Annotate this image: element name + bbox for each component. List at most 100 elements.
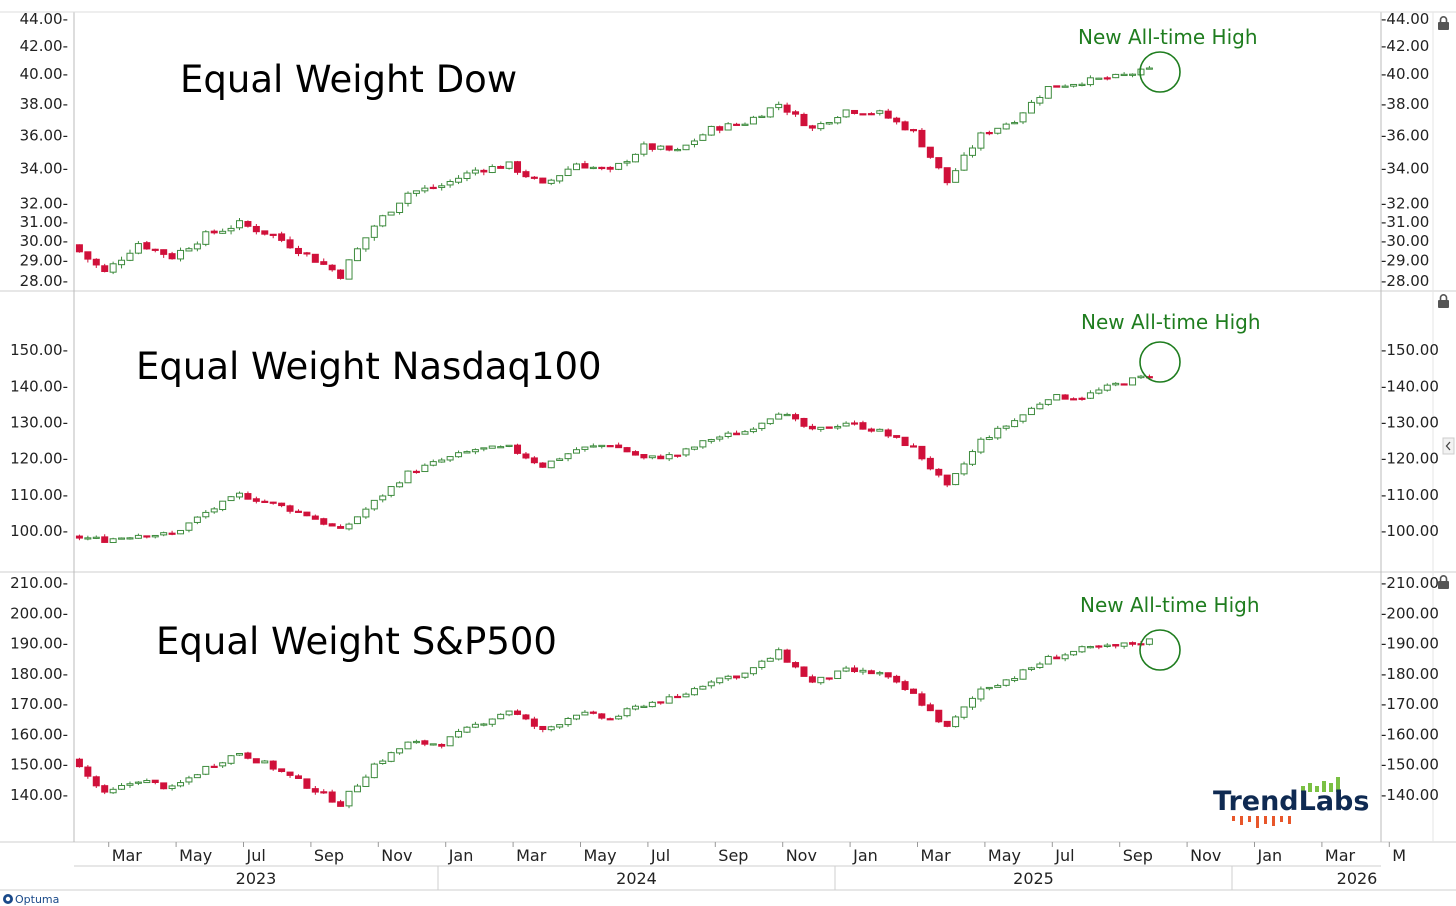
candle [657, 145, 665, 151]
y-tick-label-left: 30.00- [20, 232, 68, 250]
y-tick-label-left: 34.00- [20, 159, 68, 177]
candle [918, 445, 926, 461]
candle [775, 101, 783, 111]
y-tick-label-left: 31.00- [20, 213, 68, 231]
candle [968, 449, 976, 467]
candle [842, 421, 850, 427]
candle [968, 696, 976, 710]
candle [362, 237, 370, 252]
candle [716, 125, 724, 134]
y-tick-label-left: 180.00- [10, 665, 68, 683]
candle [876, 109, 884, 116]
candle [884, 672, 892, 679]
candle [168, 784, 176, 791]
candle [1129, 73, 1137, 78]
candle [396, 481, 404, 488]
x-tick-label: Mar [112, 846, 143, 865]
candle [1011, 418, 1019, 428]
y-tick-label-left: 170.00- [10, 695, 68, 713]
candle [573, 714, 580, 721]
candle [884, 428, 892, 439]
candle [564, 453, 572, 462]
candle [690, 446, 698, 451]
candle [126, 781, 134, 788]
candle [337, 799, 345, 807]
x-tick-label: Sep [314, 846, 344, 865]
lock-icon[interactable] [1438, 575, 1449, 589]
candle [514, 443, 522, 455]
candle [320, 517, 328, 526]
candles-dow [75, 65, 1153, 280]
candle [943, 474, 951, 488]
candle [438, 743, 446, 749]
candle [808, 423, 816, 431]
candle [75, 244, 83, 253]
candle [648, 143, 656, 152]
candle [1145, 638, 1153, 646]
candle [362, 507, 370, 519]
candle [387, 486, 395, 498]
candle [1086, 75, 1094, 87]
candle [177, 529, 185, 535]
candle [118, 256, 126, 269]
candle [1086, 390, 1094, 399]
candle [657, 454, 665, 460]
candle [219, 228, 227, 234]
candle [1061, 394, 1069, 400]
candle [160, 782, 168, 790]
y-tick-label-left: 120.00- [10, 450, 68, 468]
candle [109, 261, 117, 275]
lock-icon[interactable] [1438, 16, 1449, 30]
candle [1002, 425, 1010, 431]
y-tick-label-left: 140.00- [10, 377, 68, 395]
candle [92, 258, 100, 268]
candle [724, 674, 732, 681]
candle [893, 674, 901, 684]
candle [926, 702, 934, 712]
x-tick-label: May [584, 846, 617, 865]
y-tick-label-right: -42.00 [1381, 37, 1429, 55]
candle [707, 125, 715, 136]
candle [134, 533, 142, 539]
candle [446, 456, 454, 463]
candle [337, 269, 345, 280]
candle [977, 437, 985, 455]
candle [151, 779, 159, 785]
candle [589, 166, 597, 170]
candle [1095, 645, 1103, 650]
candle [749, 667, 757, 676]
candle [792, 661, 800, 669]
candle [977, 131, 985, 151]
candle [455, 450, 463, 458]
candle [193, 241, 201, 252]
y-tick-label-right: -29.00 [1381, 252, 1429, 270]
candle [328, 523, 336, 527]
candle [783, 102, 791, 116]
candle [564, 716, 572, 727]
candle [690, 138, 698, 148]
candle [505, 161, 513, 170]
candle [758, 422, 766, 431]
candle [505, 710, 513, 717]
candle [530, 456, 538, 465]
candle [901, 679, 909, 691]
candle [800, 112, 808, 127]
candle [867, 112, 875, 116]
candle [640, 454, 648, 460]
candle [1129, 377, 1137, 386]
collapse-arrow-icon[interactable] [1442, 437, 1455, 455]
candle [623, 446, 631, 453]
candle [598, 444, 606, 449]
candle [109, 537, 117, 544]
x-tick-label: Jan [852, 846, 878, 865]
highlight-circle-nasdaq [1139, 341, 1181, 383]
candle [674, 147, 682, 152]
logo-bars-icon [1301, 777, 1340, 792]
candle [1078, 645, 1086, 654]
candle [960, 152, 968, 171]
candle [370, 762, 378, 779]
candle [353, 783, 361, 793]
candle [151, 534, 159, 539]
candle [261, 499, 269, 503]
lock-icon[interactable] [1438, 294, 1449, 308]
